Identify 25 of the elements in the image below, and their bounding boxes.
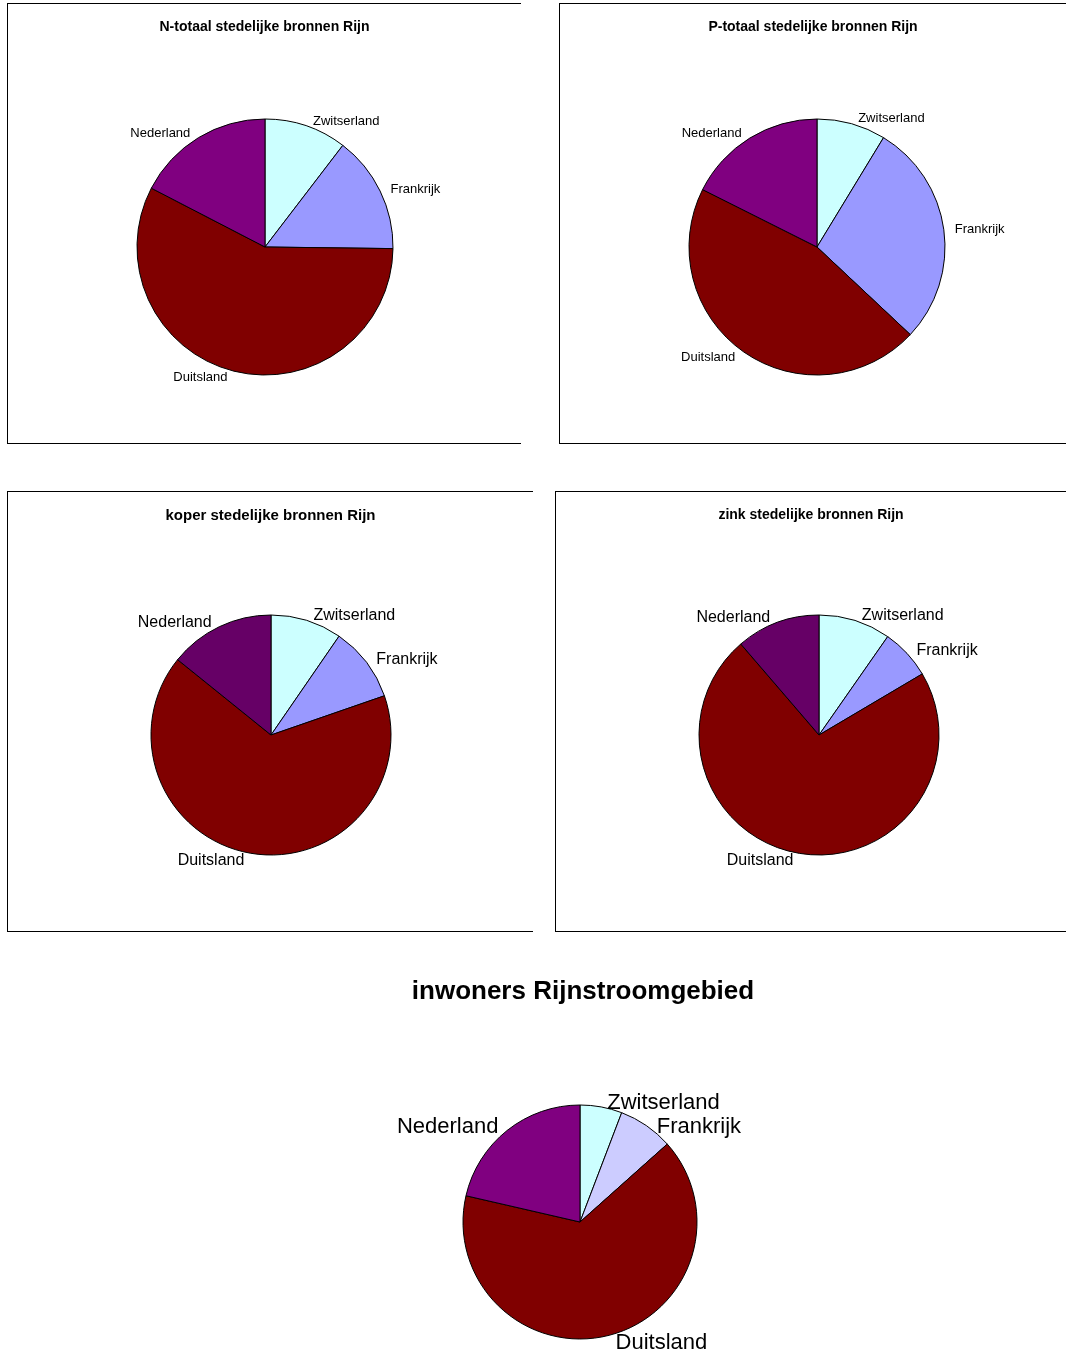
slice-label: Frankrijk xyxy=(916,640,979,658)
slice-label: Duitsland xyxy=(681,349,736,365)
slice-label: Frankrijk xyxy=(376,650,439,668)
chart-title: P-totaal stedelijke bronnen Rijn xyxy=(708,18,918,34)
slice-label: Duitsland xyxy=(726,850,794,868)
slice-label: Duitsland xyxy=(615,1328,708,1354)
chart-title: inwoners Rijnstroomgebied xyxy=(411,975,755,1005)
slice-label: Duitsland xyxy=(177,850,245,868)
slice-label: Nederland xyxy=(681,125,742,141)
slice-label: Zwitserland xyxy=(607,1088,720,1114)
slice-label: Zwitserland xyxy=(858,110,925,126)
slice-label: Nederland xyxy=(137,612,212,630)
slice-label: Zwitserland xyxy=(313,606,396,624)
chart-title: zink stedelijke bronnen Rijn xyxy=(718,506,904,522)
slice-label: Frankrijk xyxy=(656,1112,743,1138)
chart-title: koper stedelijke bronnen Rijn xyxy=(165,506,376,523)
slice-label: Frankrijk xyxy=(390,180,441,196)
slice-label: Nederland xyxy=(130,125,191,141)
slice-label: Nederland xyxy=(396,1113,499,1139)
slice-label: Zwitserland xyxy=(861,606,944,624)
slice-label: Frankrijk xyxy=(954,221,1006,237)
slice-label: Duitsland xyxy=(173,369,228,385)
slice-label: Zwitserland xyxy=(313,112,380,128)
slice-label: Nederland xyxy=(696,608,771,626)
chart-title: N-totaal stedelijke bronnen Rijn xyxy=(159,18,370,34)
